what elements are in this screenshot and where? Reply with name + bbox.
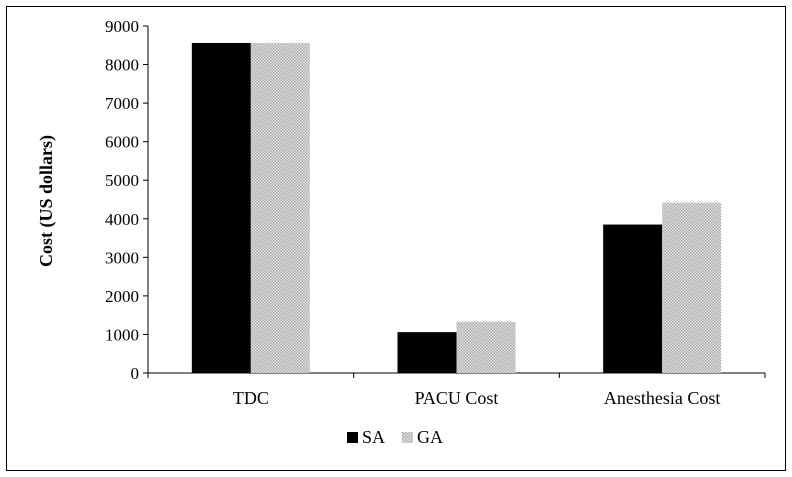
bar-sa-pacu-cost bbox=[397, 332, 457, 373]
legend-label-sa: SA bbox=[362, 427, 385, 447]
bar-sa-anesthesia-cost bbox=[603, 224, 663, 373]
y-tick-label: 0 bbox=[131, 364, 140, 383]
y-tick-label: 7000 bbox=[105, 94, 139, 113]
x-category-label: TDC bbox=[233, 388, 269, 408]
x-category-label: PACU Cost bbox=[415, 388, 499, 408]
legend-swatch-sa bbox=[347, 432, 358, 443]
y-tick-label: 3000 bbox=[105, 248, 139, 267]
bar-ga-anesthesia-cost bbox=[662, 202, 722, 373]
plot-area: 0 1000 2000 3000 4000 5000 6000 7000 8000 9000 TDC… bbox=[105, 17, 766, 408]
y-tick-label: 4000 bbox=[105, 210, 139, 229]
x-category-label: Anesthesia Cost bbox=[604, 388, 721, 408]
y-axis-title: Cost (US dollars) bbox=[36, 135, 57, 267]
y-tick-label: 5000 bbox=[105, 171, 139, 190]
legend-label-ga: GA bbox=[417, 427, 443, 447]
legend: SA GA bbox=[347, 427, 443, 447]
y-tick-label: 6000 bbox=[105, 133, 139, 152]
y-tick-label: 8000 bbox=[105, 56, 139, 75]
y-tick-label: 1000 bbox=[105, 325, 139, 344]
y-tick-label: 9000 bbox=[105, 17, 139, 36]
legend-swatch-ga bbox=[402, 432, 413, 443]
bar-sa-tdc bbox=[191, 42, 251, 373]
bar-ga-pacu-cost bbox=[456, 321, 516, 373]
y-tick-label: 2000 bbox=[105, 287, 139, 306]
bar-ga-tdc bbox=[250, 42, 310, 373]
